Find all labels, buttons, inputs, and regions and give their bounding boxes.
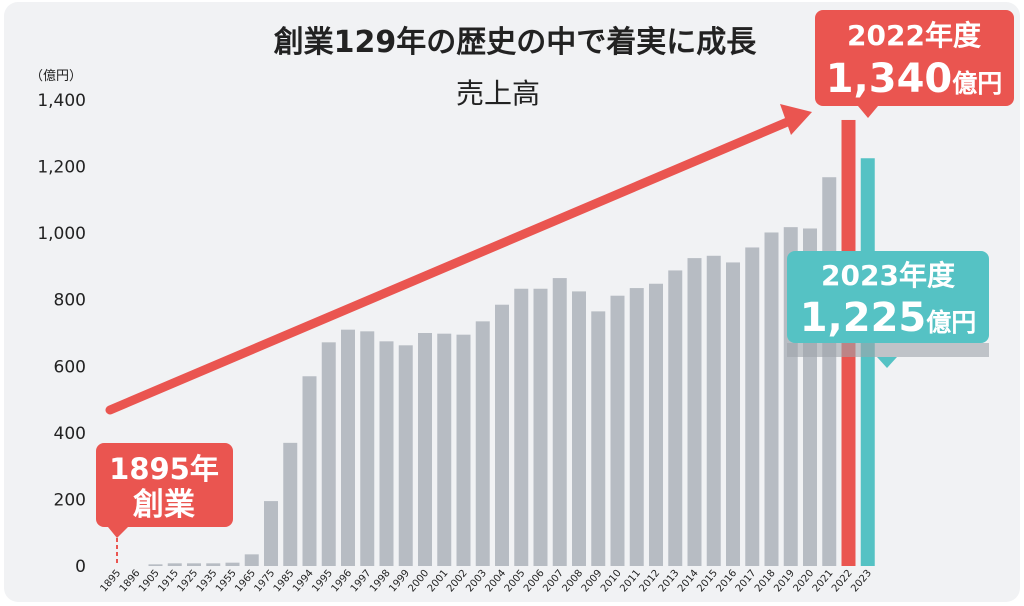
fy2022-callout: 2022年度 1,340億円	[815, 10, 1014, 118]
bar-1915	[167, 563, 182, 566]
fy2022-unit: 億円	[952, 69, 1002, 98]
fy2023-callout-year: 2023年度	[821, 259, 955, 292]
bar-2007	[552, 278, 567, 566]
bar-2023	[860, 158, 875, 566]
chart-title: 創業129年の歴史の中で着実に成長	[274, 25, 758, 60]
fy2023-value: 1,225	[800, 295, 927, 341]
bar-2004	[495, 304, 509, 566]
fy2022-callout-value: 1,340億円	[826, 56, 1003, 102]
bar-2017	[745, 247, 760, 566]
bar-2014	[687, 258, 702, 566]
bar-2021	[822, 177, 837, 567]
bar-1975	[264, 501, 278, 566]
fy2023-callout: 2023年度 1,225億円	[787, 251, 989, 368]
bar-1925	[187, 563, 201, 566]
fy2022-callout-year: 2022年度	[847, 19, 981, 52]
bar-2012	[649, 283, 663, 566]
bar-2015	[706, 255, 721, 566]
bar-1997	[360, 331, 375, 566]
y-tick-label: 0	[75, 557, 86, 577]
y-tick-label: 1,400	[37, 91, 86, 111]
bar-2008	[572, 291, 586, 566]
bar-1905	[148, 564, 163, 566]
bar-1998	[379, 341, 394, 566]
bar-1935	[206, 563, 221, 566]
y-axis: 0 200 400 600 800 1,000 1,200 1,400	[37, 91, 86, 577]
bar-2005	[514, 288, 529, 566]
bar-2011	[629, 288, 644, 566]
founding-callout-year: 1895年	[109, 452, 219, 486]
bar-2001	[437, 333, 452, 566]
bar-2006	[533, 288, 548, 566]
bar-1985	[283, 442, 298, 566]
bar-1996	[341, 329, 355, 566]
chart-subtitle: 売上高	[456, 77, 540, 110]
bar-2013	[668, 270, 683, 566]
y-tick-label: 1,200	[37, 158, 86, 178]
growth-arrow	[105, 104, 812, 415]
bar-1994	[302, 376, 317, 566]
founding-callout: 1895年 創業	[96, 443, 233, 566]
bar-2016	[726, 262, 740, 566]
y-tick-label: 200	[54, 490, 86, 510]
bar-1965	[244, 554, 259, 566]
bar-series	[148, 119, 875, 567]
bar-1955	[225, 562, 240, 566]
y-tick-label: 800	[54, 291, 86, 311]
y-tick-label: 600	[54, 357, 86, 377]
bar-1999	[398, 345, 413, 566]
bar-1995	[321, 342, 336, 566]
bar-2002	[456, 334, 471, 566]
bar-2018	[764, 232, 779, 566]
fy2022-value: 1,340	[826, 56, 953, 102]
founding-callout-label: 創業	[133, 487, 195, 523]
bar-2010	[610, 295, 625, 566]
bar-2009	[591, 311, 606, 566]
fy2023-unit: 億円	[926, 308, 976, 337]
y-axis-unit-label: （億円）	[30, 68, 82, 84]
bar-2003	[475, 321, 490, 566]
y-tick-label: 1,000	[37, 224, 86, 244]
y-tick-label: 400	[54, 424, 86, 444]
fy2023-callout-value: 1,225億円	[800, 295, 977, 341]
bar-2000	[418, 333, 432, 566]
